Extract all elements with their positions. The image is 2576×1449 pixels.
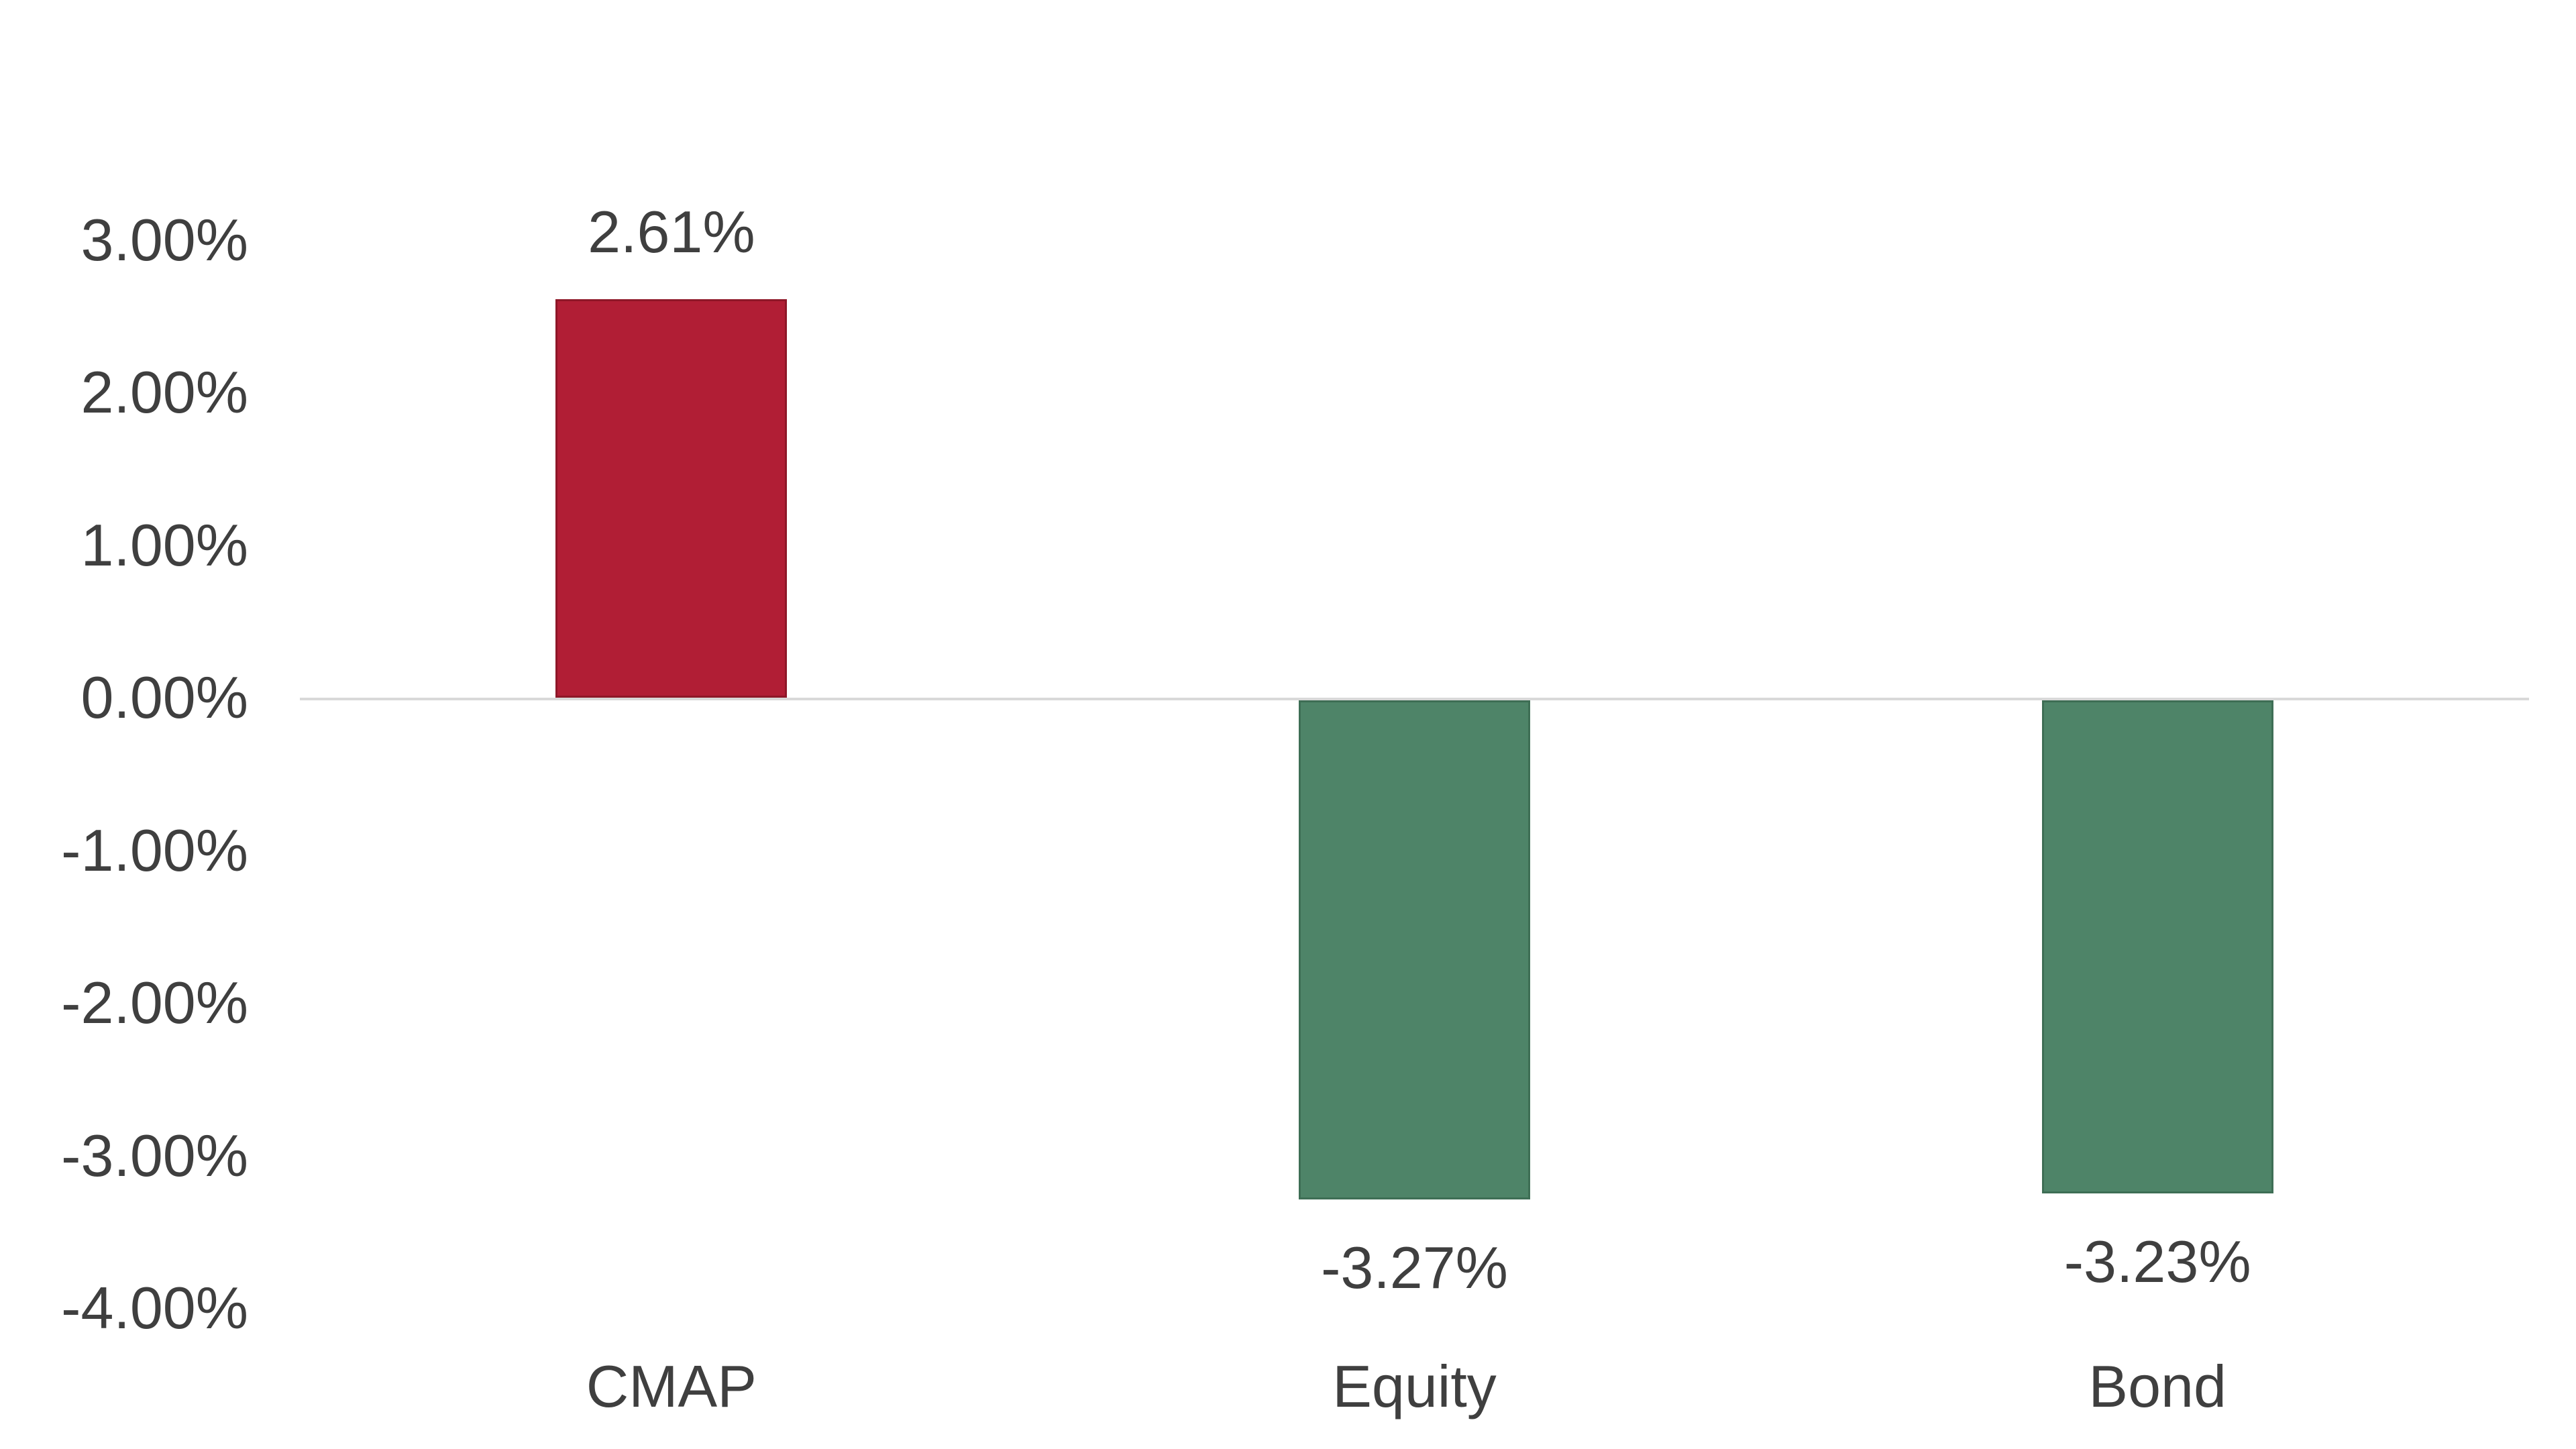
bar-value-label: -3.23% bbox=[2063, 1228, 2251, 1295]
bar-bond bbox=[2041, 700, 2273, 1193]
y-tick-label: -4.00% bbox=[61, 1275, 248, 1341]
bar-value-label: -3.27% bbox=[1321, 1234, 1508, 1301]
y-tick-label: -3.00% bbox=[61, 1122, 248, 1189]
category-label-equity: Equity bbox=[1332, 1353, 1497, 1419]
bar-cmap bbox=[555, 299, 788, 698]
y-tick-label: 0.00% bbox=[80, 664, 248, 731]
y-tick-label: 1.00% bbox=[80, 511, 248, 578]
category-label-cmap: CMAP bbox=[586, 1353, 757, 1419]
y-tick-label: 3.00% bbox=[80, 206, 248, 273]
y-tick-label: -2.00% bbox=[61, 969, 248, 1036]
bar-equity bbox=[1299, 700, 1530, 1199]
y-tick-label: 2.00% bbox=[80, 359, 248, 425]
category-label-bond: Bond bbox=[2088, 1353, 2226, 1419]
y-tick-label: -1.00% bbox=[61, 816, 248, 883]
bar-value-label: 2.61% bbox=[588, 199, 755, 266]
zero-baseline bbox=[300, 698, 2529, 700]
